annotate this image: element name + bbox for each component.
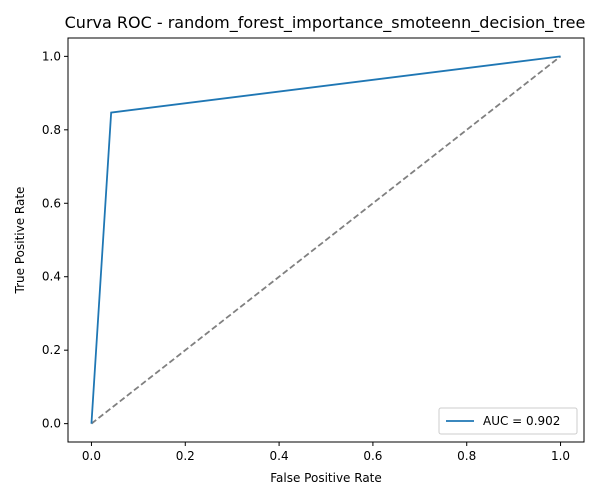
y-axis-label: True Positive Rate <box>13 187 27 295</box>
x-tick-label: 0.8 <box>457 449 476 463</box>
series-layer <box>90 55 562 425</box>
y-tick-label: 0.2 <box>42 343 61 357</box>
y-tick-label: 0.0 <box>42 417 61 431</box>
y-tick-label: 1.0 <box>42 49 61 63</box>
chance-diagonal-line <box>90 55 562 425</box>
y-tick-label: 0.4 <box>42 270 61 284</box>
legend-label-auc: AUC = 0.902 <box>483 414 560 428</box>
y-tick-label: 0.6 <box>42 196 61 210</box>
x-tick-label: 0.4 <box>270 449 289 463</box>
x-tick-label: 0.0 <box>82 449 101 463</box>
legend-box <box>438 407 578 435</box>
legend: AUC = 0.902 <box>438 407 578 435</box>
y-tick-label: 0.8 <box>42 123 61 137</box>
x-tick-label: 0.2 <box>176 449 195 463</box>
plot-frame <box>67 37 585 443</box>
roc-curve-line <box>90 55 561 424</box>
x-axis: 0.0 0.2 0.4 0.6 0.8 1.0 <box>82 442 570 463</box>
y-axis: 0.0 0.2 0.4 0.6 0.8 1.0 <box>42 49 68 431</box>
chart-title: Curva ROC - random_forest_importance_smo… <box>65 13 586 33</box>
x-tick-label: 1.0 <box>551 449 570 463</box>
x-tick-label: 0.6 <box>363 449 382 463</box>
x-axis-label: False Positive Rate <box>270 471 382 485</box>
